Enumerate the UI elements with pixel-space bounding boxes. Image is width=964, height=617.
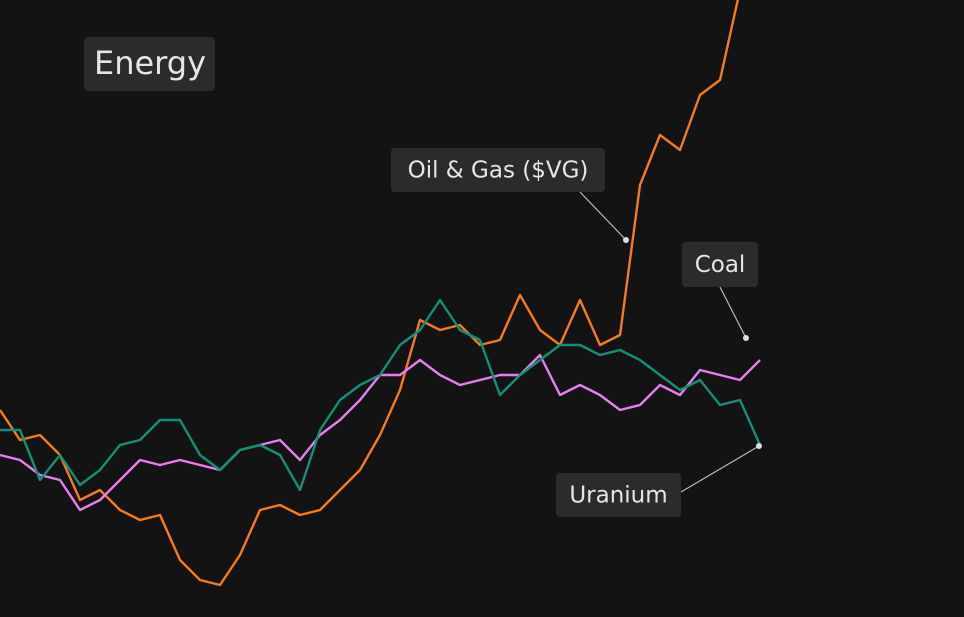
legend-label: Oil & Gas ($VG) <box>408 158 589 184</box>
callout-line <box>579 191 627 241</box>
callout-dot <box>756 443 762 449</box>
legend-label: Uranium <box>569 483 667 509</box>
legend-box <box>682 242 758 287</box>
series-line <box>0 298 762 492</box>
legend-box <box>391 148 605 192</box>
callout-dot <box>623 237 629 243</box>
callout-line <box>719 286 747 339</box>
legend-box <box>556 473 681 517</box>
title-box <box>84 37 215 91</box>
chart-title: Energy <box>94 44 206 82</box>
legend-label: Coal <box>695 252 746 278</box>
callout-line <box>680 445 760 493</box>
series-line <box>0 0 740 587</box>
callout-dot <box>743 335 749 341</box>
